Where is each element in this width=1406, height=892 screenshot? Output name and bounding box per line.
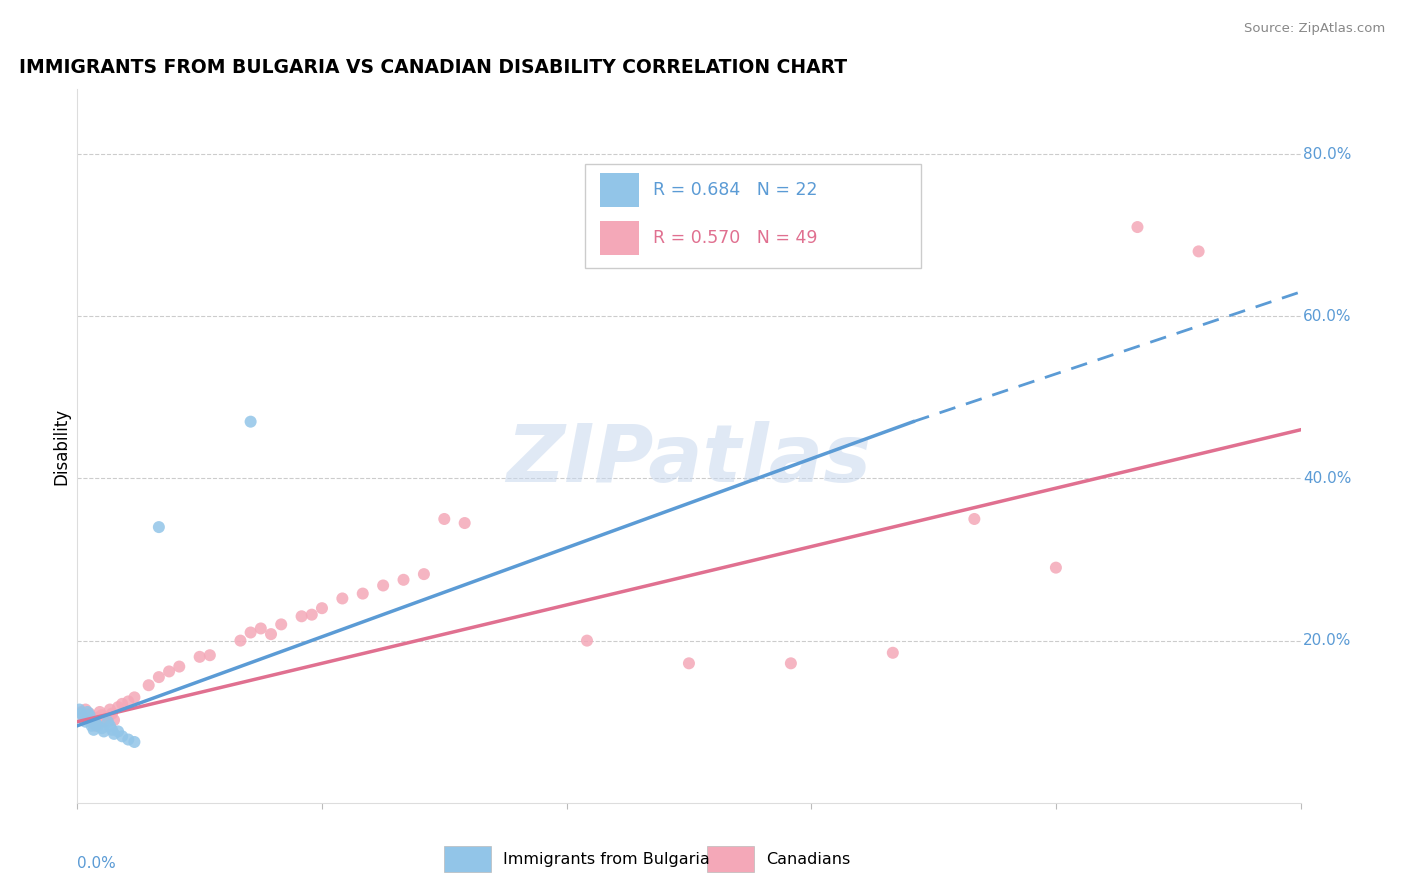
Point <box>107 724 129 739</box>
Point <box>97 711 120 725</box>
Y-axis label: Disability: Disability <box>52 408 70 484</box>
Point <box>270 617 292 632</box>
Point <box>76 711 98 725</box>
Point <box>107 700 129 714</box>
Point <box>260 627 283 641</box>
Point <box>117 694 139 708</box>
Bar <box>599 173 638 207</box>
Point <box>332 591 354 606</box>
Bar <box>707 847 754 872</box>
Point <box>93 724 115 739</box>
Point <box>779 657 801 671</box>
Point <box>311 601 333 615</box>
Point <box>111 697 134 711</box>
Point <box>70 705 93 719</box>
Point <box>79 706 101 721</box>
Point <box>117 732 139 747</box>
Point <box>678 657 700 671</box>
Point <box>148 520 170 534</box>
Text: 20.0%: 20.0% <box>1303 633 1351 648</box>
Point <box>157 665 180 679</box>
Point <box>352 586 374 600</box>
Point <box>90 721 112 735</box>
Point <box>97 714 120 729</box>
Point <box>80 714 103 729</box>
Text: IMMIGRANTS FROM BULGARIA VS CANADIAN DISABILITY CORRELATION CHART: IMMIGRANTS FROM BULGARIA VS CANADIAN DIS… <box>18 57 846 77</box>
Point <box>188 649 211 664</box>
Point <box>882 646 904 660</box>
Point <box>84 719 107 733</box>
Point <box>124 735 146 749</box>
Point <box>75 714 97 729</box>
Point <box>83 716 105 731</box>
Text: Canadians: Canadians <box>766 852 851 867</box>
Text: 80.0%: 80.0% <box>1303 146 1351 161</box>
Point <box>433 512 456 526</box>
Point <box>103 713 125 727</box>
Point <box>75 702 97 716</box>
Point <box>98 719 121 733</box>
Point <box>90 708 112 723</box>
Point <box>290 609 312 624</box>
Text: R = 0.570   N = 49: R = 0.570 N = 49 <box>654 229 818 247</box>
Point <box>101 706 124 721</box>
Point <box>101 723 124 737</box>
Point <box>1045 560 1067 574</box>
Point <box>83 723 105 737</box>
Point <box>198 648 221 663</box>
Point <box>413 567 436 582</box>
Point <box>98 702 121 716</box>
Point <box>371 578 394 592</box>
Point <box>93 714 115 729</box>
Point <box>103 727 125 741</box>
Text: ZIPatlas: ZIPatlas <box>506 421 872 500</box>
Text: 60.0%: 60.0% <box>1303 309 1351 324</box>
Point <box>229 633 252 648</box>
Point <box>72 711 94 725</box>
Point <box>84 716 107 731</box>
Point <box>70 706 93 721</box>
Text: Source: ZipAtlas.com: Source: ZipAtlas.com <box>1244 22 1385 36</box>
FancyBboxPatch shape <box>585 164 921 268</box>
Point <box>72 708 94 723</box>
Point <box>169 659 191 673</box>
Point <box>250 622 273 636</box>
Point <box>301 607 323 622</box>
Point <box>87 711 110 725</box>
Point <box>67 702 90 716</box>
Bar <box>599 221 638 255</box>
Point <box>392 573 415 587</box>
Point <box>239 415 262 429</box>
Point <box>111 729 134 743</box>
Point <box>453 516 475 530</box>
Point <box>576 633 599 648</box>
Point <box>80 719 103 733</box>
Point <box>89 705 111 719</box>
Point <box>76 705 98 719</box>
Point <box>79 708 101 723</box>
Point <box>87 719 110 733</box>
Point <box>963 512 986 526</box>
Text: 0.0%: 0.0% <box>77 856 117 871</box>
Bar <box>444 847 491 872</box>
Point <box>1187 244 1209 259</box>
Point <box>239 625 262 640</box>
Point <box>124 690 146 705</box>
Point <box>1126 220 1149 235</box>
Point <box>138 678 160 692</box>
Text: R = 0.684   N = 22: R = 0.684 N = 22 <box>654 181 818 199</box>
Text: Immigrants from Bulgaria: Immigrants from Bulgaria <box>503 852 710 867</box>
Point <box>148 670 170 684</box>
Text: 40.0%: 40.0% <box>1303 471 1351 486</box>
